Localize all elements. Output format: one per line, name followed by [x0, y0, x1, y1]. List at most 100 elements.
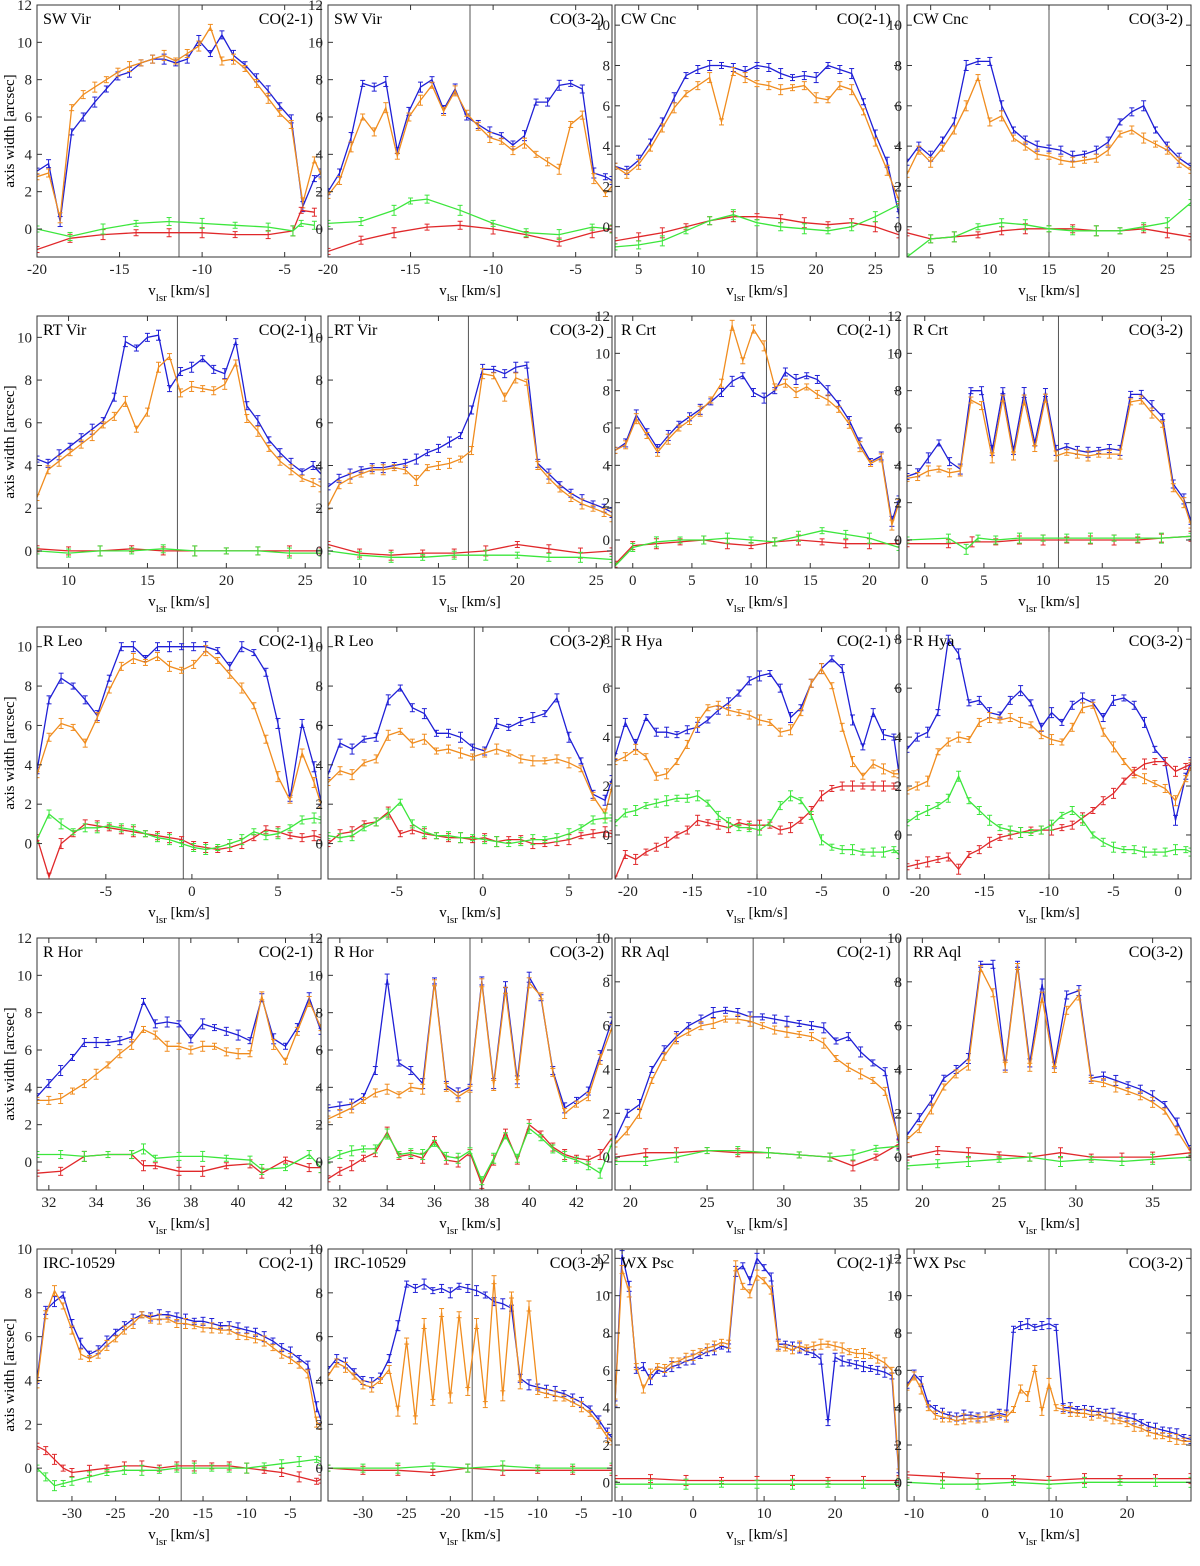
series-group — [328, 971, 612, 1189]
y-tick-label: 12 — [308, 0, 323, 14]
plot-frame — [614, 315, 900, 569]
y-tick-label: 10 — [887, 931, 902, 947]
x-tick-label: 38 — [474, 1195, 489, 1211]
x-tick-label: 15 — [803, 573, 818, 589]
x-axis-label: vlsr [km/s] — [1018, 594, 1079, 615]
x-axis-label: vlsr [km/s] — [1018, 283, 1079, 304]
series-group — [328, 684, 612, 850]
y-tick-label: 6 — [895, 421, 903, 437]
x-tick-label: -5 — [1107, 884, 1120, 900]
y-tick-label: 10 — [17, 640, 32, 656]
plot-frame — [36, 315, 322, 569]
y-tick-label: 12 — [17, 931, 32, 947]
x-tick-label: 0 — [629, 573, 637, 589]
y-tick-label: 10 — [595, 931, 610, 947]
y-tick-label: 0 — [895, 220, 903, 236]
y-tick-label: 4 — [25, 1080, 33, 1096]
y-tick-label: 2 — [603, 496, 611, 512]
y-tick-label: 2 — [25, 185, 33, 201]
y-tick-label: 0 — [316, 837, 324, 853]
x-tick-label: 38 — [183, 1195, 198, 1211]
y-tick-label: 8 — [603, 58, 611, 74]
y-tick-label: 8 — [25, 679, 33, 695]
plot-frame — [327, 626, 613, 880]
series-group — [615, 59, 899, 251]
series-line-orange — [328, 372, 612, 518]
y-tick-label: 2 — [895, 179, 903, 195]
series-line-red — [37, 209, 315, 251]
y-tick-label: 6 — [603, 1019, 611, 1035]
y-axis-label: axis width [arcsec] — [2, 385, 18, 498]
series-line-blue — [37, 33, 321, 222]
plot-frame — [327, 937, 613, 1191]
series-line-red — [328, 224, 612, 253]
panel-9: -5 0 5 0 2 4 6 8 10 R Leo CO(3-2) vlsr [km/s] — [308, 626, 613, 926]
y-tick-label: 8 — [316, 1006, 324, 1022]
x-tick-label: 32 — [41, 1195, 56, 1211]
star-name-label: CW Cnc — [621, 11, 676, 28]
y-tick-label: 4 — [603, 730, 611, 746]
x-tick-label: 30 — [776, 1195, 791, 1211]
x-tick-label: 20 — [809, 262, 824, 278]
x-axis-label: vlsr [km/s] — [148, 283, 209, 304]
y-tick-label: 8 — [25, 1006, 33, 1022]
y-tick-label: 2 — [316, 185, 324, 201]
star-name-label: RT Vir — [334, 322, 378, 339]
y-tick-label: 4 — [895, 1062, 903, 1078]
x-axis-label: vlsr [km/s] — [148, 1216, 209, 1237]
y-tick-label: 12 — [308, 931, 323, 947]
series-group — [615, 655, 899, 879]
y-axis-label: axis width [arcsec] — [2, 1007, 18, 1120]
star-name-label: RR Aql — [621, 944, 670, 961]
y-tick-label: 6 — [25, 718, 33, 734]
y-tick-label: 2 — [895, 496, 903, 512]
y-tick-label: 8 — [25, 373, 33, 389]
x-axis-label: vlsr [km/s] — [726, 594, 787, 615]
series-line-blue — [328, 364, 612, 514]
series-line-green — [37, 548, 321, 554]
x-tick-label: 25 — [700, 1195, 715, 1211]
y-tick-label: 2 — [603, 179, 611, 195]
y-tick-label: 10 — [595, 18, 610, 34]
transition-label: CO(2-1) — [259, 322, 313, 339]
x-tick-label: 10 — [690, 262, 705, 278]
x-tick-label: -5 — [278, 262, 291, 278]
series-line-orange — [37, 355, 321, 498]
plot-frame — [327, 315, 613, 569]
x-axis-label: vlsr [km/s] — [439, 905, 500, 926]
transition-label: CO(3-2) — [1129, 11, 1183, 28]
y-tick-label: 2 — [316, 1118, 324, 1134]
y-tick-label: 2 — [316, 797, 324, 813]
series-line-orange — [907, 966, 1191, 1154]
x-tick-label: 5 — [274, 884, 282, 900]
y-tick-label: 8 — [603, 975, 611, 991]
x-tick-label: 42 — [569, 1195, 584, 1211]
y-tick-label: 0 — [25, 1155, 33, 1171]
x-tick-label: 10 — [1036, 573, 1051, 589]
x-tick-label: -20 — [318, 262, 338, 278]
x-tick-label: 40 — [522, 1195, 537, 1211]
x-axis-label: vlsr [km/s] — [726, 283, 787, 304]
series-group — [615, 319, 899, 568]
x-tick-label: 10 — [352, 573, 367, 589]
x-axis-label: vlsr [km/s] — [726, 905, 787, 926]
transition-label: CO(3-2) — [550, 944, 604, 961]
series-line-green — [615, 1145, 899, 1163]
x-tick-label: 5 — [688, 573, 696, 589]
transition-label: CO(3-2) — [550, 11, 604, 28]
series-line-orange — [907, 397, 1191, 526]
x-axis-label: vlsr [km/s] — [1018, 1216, 1079, 1237]
transition-label: CO(3-2) — [550, 322, 604, 339]
series-line-blue — [37, 334, 321, 475]
series-group — [328, 76, 612, 255]
y-tick-label: 8 — [895, 384, 903, 400]
star-name-label: CW Cnc — [913, 11, 968, 28]
series-line-blue — [615, 371, 899, 522]
x-tick-label: 20 — [1154, 573, 1169, 589]
plot-frame — [906, 937, 1192, 1191]
y-tick-label: 10 — [308, 330, 323, 346]
series-line-blue — [615, 1009, 899, 1145]
y-axis-label: axis width [arcsec] — [2, 74, 18, 187]
x-axis-label: vlsr [km/s] — [439, 1216, 500, 1237]
